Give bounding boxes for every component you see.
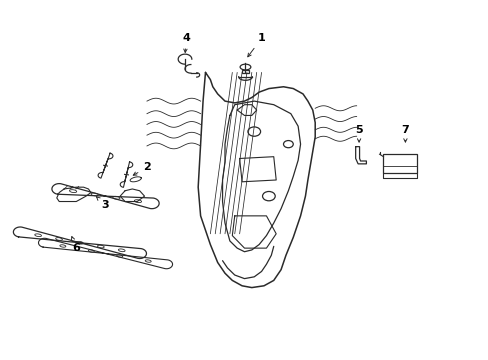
- Text: 4: 4: [182, 33, 189, 53]
- Text: 2: 2: [133, 162, 150, 175]
- Bar: [242, 70, 248, 73]
- Text: 7: 7: [401, 125, 408, 142]
- Bar: [383, 154, 416, 173]
- Text: 3: 3: [96, 197, 109, 210]
- Text: 5: 5: [355, 125, 362, 142]
- Text: 1: 1: [247, 33, 265, 57]
- Text: 6: 6: [71, 237, 80, 253]
